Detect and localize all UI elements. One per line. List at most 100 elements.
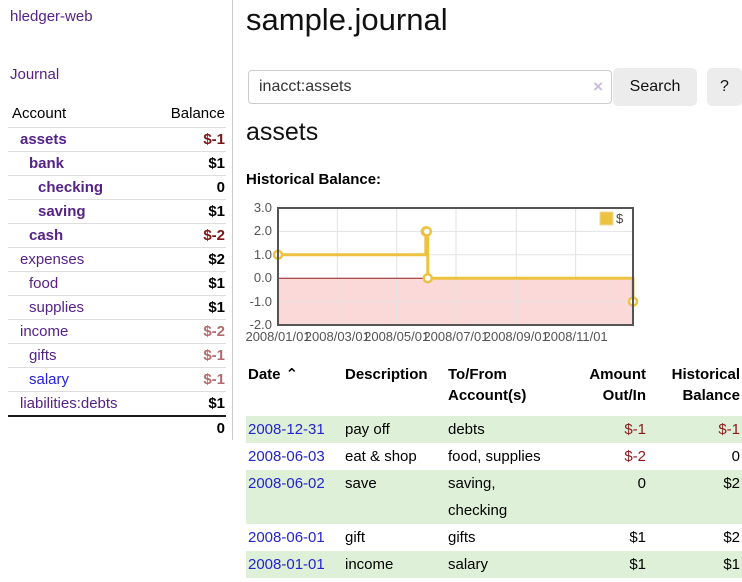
sidebar-account-link[interactable]: liabilities:debts <box>20 395 118 412</box>
transaction-balance: $2 <box>723 529 740 546</box>
accounts-table: Account Balance assets $-1 bank $1 checking 0… <box>8 100 226 440</box>
account-balance: $1 <box>149 199 226 224</box>
y-tick-label: 0.0 <box>253 270 272 286</box>
legend-label: $ <box>616 211 624 226</box>
transaction-row: 2008-12-31 pay off debts $-1 $-1 <box>246 416 742 443</box>
transaction-accounts: food, supplies <box>448 448 541 465</box>
transaction-description: income <box>345 556 394 573</box>
transaction-amount: $-1 <box>624 421 646 438</box>
account-row: cash $-2 <box>8 223 226 248</box>
x-tick-label: 2008/03/01 <box>304 329 370 344</box>
x-tick-label: 2008/05/01 <box>364 329 430 344</box>
account-row: bank $1 <box>8 151 226 176</box>
transaction-description: save <box>345 475 377 492</box>
transaction-accounts: salary <box>448 556 489 573</box>
clear-search-icon[interactable]: × <box>593 77 603 96</box>
sidebar-account-link[interactable]: bank <box>29 155 65 172</box>
register-header-row: Date ⌃ Description To/From Account(s) Amount… <box>246 362 742 416</box>
account-balance: $1 <box>149 391 226 416</box>
transaction-date-link[interactable]: 2008-01-01 <box>248 556 325 573</box>
register-table-body: 2008-12-31 pay off debts $-1 $-1 2008-06-03 ea… <box>246 416 742 578</box>
transaction-balance: $-1 <box>718 421 740 438</box>
account-row: food $1 <box>8 271 226 296</box>
transaction-date-link[interactable]: 2008-12-31 <box>248 421 325 438</box>
transaction-amount: $1 <box>629 529 646 546</box>
sidebar-account-link[interactable]: expenses <box>20 251 85 268</box>
transaction-description: pay off <box>345 421 390 438</box>
sidebar-account-link[interactable]: food <box>29 275 59 292</box>
account-balance: $2 <box>149 247 226 272</box>
account-balance: $-2 <box>149 223 226 248</box>
account-column-header: Account <box>12 105 67 122</box>
account-row: income $-2 <box>8 319 226 344</box>
transaction-date-link[interactable]: 2008-06-02 <box>248 475 325 492</box>
transaction-balance: $2 <box>723 475 740 492</box>
search-box: × <box>248 70 612 104</box>
account-row: saving $1 <box>8 199 226 224</box>
sidebar-account-link[interactable]: assets <box>20 131 67 148</box>
sidebar-account-link[interactable]: saving <box>38 203 86 220</box>
x-tick-label: 2008/07/01 <box>423 329 489 344</box>
account-row: gifts $-1 <box>8 343 226 368</box>
register-table: Date ⌃ Description To/From Account(s) Amount… <box>246 362 742 578</box>
transaction-row: 2008-06-01 gift gifts $1 $2 <box>246 524 742 551</box>
account-row: liabilities:debts $1 <box>8 391 226 416</box>
account-balance: $1 <box>149 271 226 296</box>
register-col-header-historical: Historical Balance <box>671 366 740 404</box>
transaction-amount: 0 <box>637 475 646 492</box>
search-form: × Search ? <box>248 68 742 106</box>
transaction-accounts: saving, checking <box>448 475 508 519</box>
balance-column-header: Balance <box>170 105 225 122</box>
chart-title: Historical Balance: <box>246 171 382 188</box>
sidebar-account-link[interactable]: cash <box>29 227 64 244</box>
transaction-date-link[interactable]: 2008-06-03 <box>248 448 325 465</box>
transaction-balance: $1 <box>723 556 740 573</box>
account-balance: 0 <box>149 175 226 200</box>
y-tick-label: -1.0 <box>249 293 272 309</box>
y-tick-label: 2.0 <box>253 223 272 239</box>
historical-balance-chart: 3.0 2.0 1.0 0.0 -1.0 -2.0 $ 2008/01/01 2008/03… <box>245 200 742 350</box>
accounts-total-row: 0 <box>8 415 226 440</box>
transaction-accounts: debts <box>448 421 485 438</box>
search-button[interactable]: Search <box>613 68 697 106</box>
accounts-table-body: assets $-1 bank $1 checking 0 saving $1 cash $-2 e… <box>8 127 226 416</box>
transaction-date-link[interactable]: 2008-06-01 <box>248 529 325 546</box>
x-tick-label: 2008/11/01 <box>543 329 608 344</box>
account-balance: $-1 <box>149 343 226 368</box>
accounts-table-header: Account Balance <box>8 100 226 128</box>
accounts-total-spacer <box>8 415 150 440</box>
transaction-description: gift <box>345 529 366 546</box>
transaction-description: eat & shop <box>345 448 417 465</box>
account-row: supplies $1 <box>8 295 226 320</box>
sidebar-account-link[interactable]: gifts <box>29 347 57 364</box>
sidebar-account-link[interactable]: checking <box>38 179 104 196</box>
transaction-row: 2008-06-03 eat & shop food, supplies $-2 0 <box>246 443 742 470</box>
account-balance: $-1 <box>149 127 226 152</box>
sort-ascending-icon: ⌃ <box>285 366 299 383</box>
transaction-amount: $1 <box>629 556 646 573</box>
account-balance: $1 <box>149 295 226 320</box>
transaction-balance: 0 <box>731 448 740 465</box>
app-title-link[interactable]: hledger-web <box>10 8 93 25</box>
sidebar-account-link[interactable]: salary <box>29 371 70 388</box>
search-input[interactable] <box>248 70 612 104</box>
register-col-header-amount: Amount Out/In <box>589 366 646 404</box>
register-col-header-date[interactable]: Date ⌃ <box>248 366 299 383</box>
transaction-row: 2008-06-02 save saving, checking 0 $2 <box>246 470 742 524</box>
register-col-header-description: Description <box>345 366 428 383</box>
sidebar-account-link[interactable]: supplies <box>29 299 85 316</box>
x-tick-label: 2008/01/01 <box>245 329 311 344</box>
accounts-total-balance: 0 <box>149 415 226 440</box>
account-balance: $-2 <box>149 319 226 344</box>
account-row: checking 0 <box>8 175 226 200</box>
balance-chart-svg: $ <box>272 207 639 326</box>
sidebar-item-journal[interactable]: Journal <box>10 66 60 83</box>
y-tick-label: 3.0 <box>253 200 272 215</box>
account-balance: $-1 <box>149 367 226 392</box>
sidebar-account-link[interactable]: income <box>20 323 69 340</box>
page-title: sample.journal <box>246 2 448 37</box>
account-row: assets $-1 <box>8 127 226 152</box>
help-button[interactable]: ? <box>707 68 742 106</box>
y-tick-label: 1.0 <box>253 246 272 262</box>
